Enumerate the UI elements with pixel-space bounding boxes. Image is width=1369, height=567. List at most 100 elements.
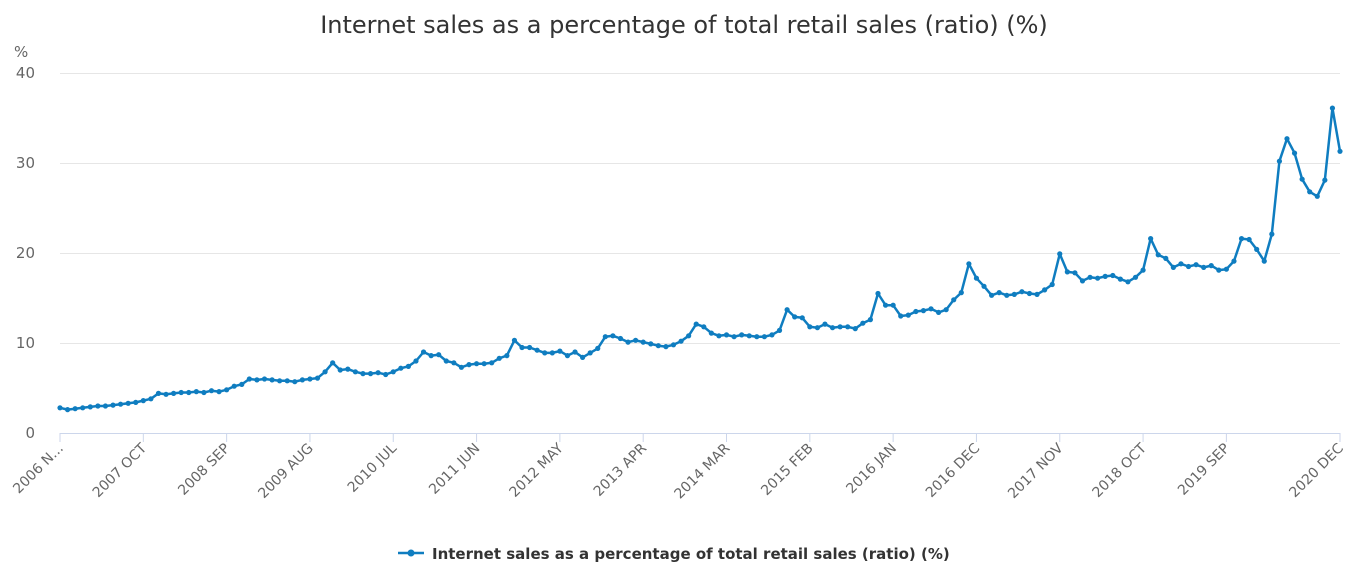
- data-point[interactable]: [1110, 272, 1116, 279]
- data-point[interactable]: [542, 350, 548, 356]
- data-point[interactable]: [761, 334, 767, 340]
- data-point[interactable]: [352, 369, 358, 375]
- data-point[interactable]: [996, 290, 1002, 296]
- data-point[interactable]: [723, 332, 730, 338]
- data-point[interactable]: [973, 275, 980, 281]
- data-point[interactable]: [451, 360, 457, 366]
- data-point[interactable]: [133, 399, 139, 405]
- data-point[interactable]: [1223, 266, 1229, 272]
- data-point[interactable]: [314, 375, 321, 381]
- data-point[interactable]: [663, 344, 669, 350]
- data-point[interactable]: [776, 327, 783, 333]
- data-point[interactable]: [989, 292, 995, 298]
- data-point[interactable]: [299, 377, 305, 383]
- data-point[interactable]: [913, 308, 919, 315]
- data-point[interactable]: [655, 343, 661, 349]
- legend[interactable]: Internet sales as a percentage of total …: [398, 545, 950, 563]
- data-point[interactable]: [224, 387, 230, 393]
- data-point[interactable]: [625, 339, 631, 345]
- data-point[interactable]: [1034, 291, 1040, 297]
- data-point[interactable]: [1216, 267, 1222, 273]
- data-point[interactable]: [148, 396, 154, 402]
- data-point[interactable]: [1079, 278, 1086, 284]
- data-point[interactable]: [239, 381, 245, 387]
- data-point[interactable]: [87, 404, 93, 410]
- data-point[interactable]: [875, 290, 881, 297]
- data-point[interactable]: [1231, 258, 1237, 264]
- data-point[interactable]: [564, 353, 571, 359]
- data-point[interactable]: [1095, 275, 1101, 281]
- data-point[interactable]: [935, 309, 942, 315]
- data-point[interactable]: [829, 325, 836, 331]
- data-point[interactable]: [595, 345, 601, 351]
- data-point[interactable]: [1307, 189, 1313, 195]
- data-point[interactable]: [905, 312, 911, 318]
- data-point[interactable]: [1148, 236, 1154, 242]
- data-point[interactable]: [367, 371, 374, 377]
- data-point[interactable]: [405, 363, 411, 369]
- data-point[interactable]: [1087, 274, 1093, 280]
- data-point[interactable]: [754, 334, 760, 340]
- data-point[interactable]: [57, 405, 63, 411]
- data-point[interactable]: [473, 361, 480, 367]
- data-point[interactable]: [231, 383, 237, 389]
- data-point[interactable]: [284, 378, 290, 384]
- data-point[interactable]: [436, 352, 442, 358]
- data-point[interactable]: [837, 324, 843, 330]
- data-point[interactable]: [117, 401, 124, 407]
- data-point[interactable]: [360, 371, 366, 377]
- data-point[interactable]: [890, 302, 896, 308]
- data-point[interactable]: [572, 349, 578, 355]
- data-point[interactable]: [1261, 258, 1267, 264]
- data-point[interactable]: [254, 377, 260, 383]
- data-point[interactable]: [375, 370, 381, 376]
- data-point[interactable]: [1163, 255, 1169, 261]
- data-point[interactable]: [428, 353, 434, 359]
- data-point[interactable]: [186, 389, 192, 396]
- data-point[interactable]: [1011, 291, 1017, 297]
- data-point[interactable]: [716, 333, 722, 339]
- data-point[interactable]: [670, 342, 677, 348]
- series-line[interactable]: [59, 106, 1342, 411]
- data-point[interactable]: [72, 406, 78, 412]
- data-point[interactable]: [814, 325, 821, 331]
- data-point[interactable]: [337, 367, 343, 373]
- data-point[interactable]: [420, 349, 427, 355]
- data-point[interactable]: [792, 314, 798, 320]
- data-point[interactable]: [951, 297, 957, 303]
- data-point[interactable]: [822, 321, 828, 327]
- data-point[interactable]: [1276, 158, 1283, 164]
- data-point[interactable]: [246, 376, 252, 382]
- data-point[interactable]: [201, 389, 207, 396]
- data-point[interactable]: [466, 362, 472, 368]
- data-point[interactable]: [458, 364, 465, 370]
- data-point[interactable]: [640, 339, 646, 345]
- data-point[interactable]: [95, 403, 101, 409]
- data-point[interactable]: [1291, 150, 1298, 156]
- data-point[interactable]: [1102, 273, 1108, 279]
- data-point[interactable]: [1299, 176, 1305, 182]
- data-point[interactable]: [731, 334, 737, 340]
- data-point[interactable]: [1132, 274, 1139, 280]
- data-point[interactable]: [1004, 292, 1010, 298]
- data-point[interactable]: [413, 358, 419, 364]
- data-point[interactable]: [261, 376, 268, 382]
- data-point[interactable]: [678, 338, 684, 344]
- data-point[interactable]: [1337, 148, 1343, 154]
- data-point[interactable]: [557, 348, 563, 354]
- data-point[interactable]: [330, 360, 336, 366]
- data-point[interactable]: [1208, 263, 1214, 269]
- data-point[interactable]: [1125, 279, 1131, 285]
- data-point[interactable]: [708, 330, 714, 336]
- data-point[interactable]: [1140, 267, 1146, 273]
- data-point[interactable]: [511, 337, 518, 343]
- data-point[interactable]: [171, 390, 177, 396]
- data-point[interactable]: [390, 369, 396, 375]
- data-point[interactable]: [958, 290, 964, 296]
- data-point[interactable]: [383, 371, 389, 378]
- data-point[interactable]: [1155, 252, 1161, 258]
- data-point[interactable]: [686, 333, 692, 339]
- data-point[interactable]: [867, 317, 874, 323]
- data-point[interactable]: [898, 313, 904, 319]
- data-point[interactable]: [216, 389, 222, 395]
